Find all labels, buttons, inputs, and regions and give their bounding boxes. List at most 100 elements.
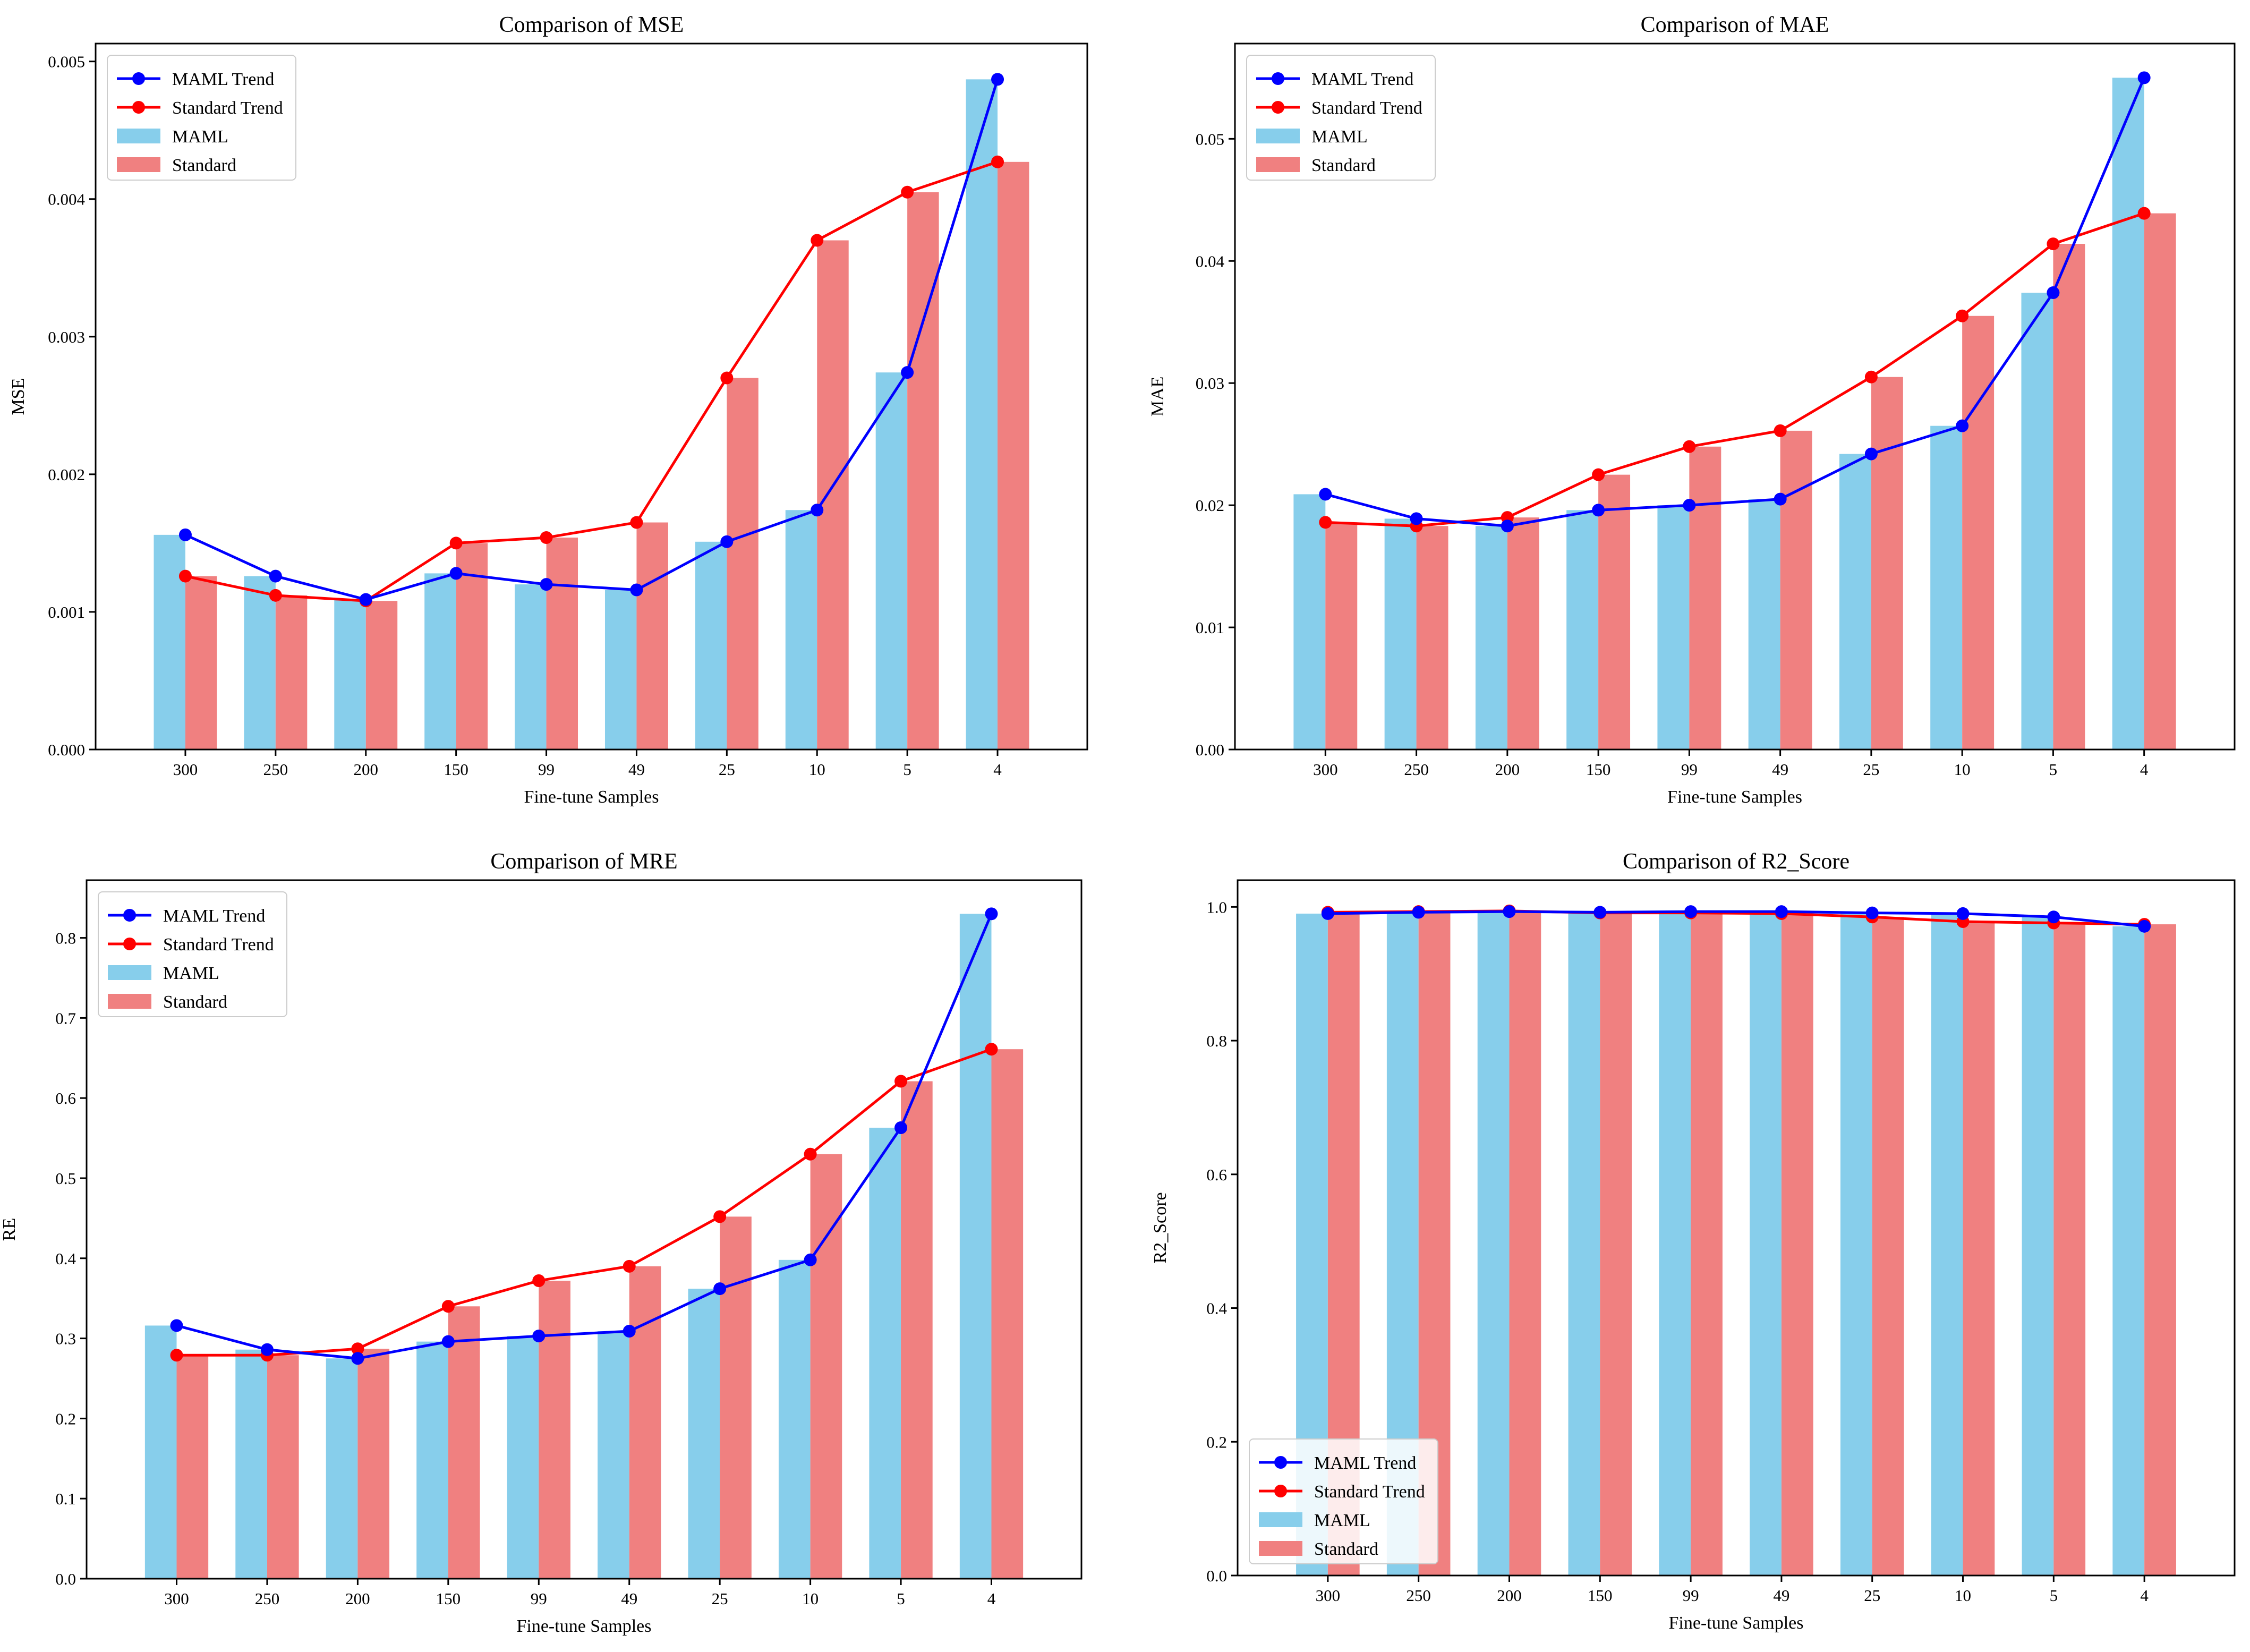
y-tick-label: 0.003 <box>48 328 85 346</box>
standard-bar-300 <box>1325 522 1358 750</box>
plot-frame <box>95 42 1088 751</box>
y-tick-label: 0.8 <box>55 929 76 948</box>
legend: MAML Trend Standard Trend MAML Standard <box>1246 55 1436 181</box>
standard-trend-point-150 <box>449 537 463 550</box>
standard-trend-point-150 <box>1592 468 1605 481</box>
maml-trend-point-99 <box>1684 905 1698 918</box>
standard-trend-point-4 <box>985 1043 998 1056</box>
y-tick-label: 0.5 <box>55 1169 76 1188</box>
maml-trend-point-10 <box>1956 907 1970 920</box>
legend-standard-trend-marker <box>1272 101 1284 114</box>
standard-trend-point-49 <box>630 516 643 529</box>
maml-trend-point-150 <box>1593 906 1607 919</box>
standard-bar-99 <box>1691 913 1723 1576</box>
legend-standard-trend-label: Standard Trend <box>1311 98 1422 118</box>
x-tick-label: 150 <box>1586 760 1611 779</box>
legend-maml-trend-marker <box>132 72 145 85</box>
maml-trend-point-10 <box>811 504 824 517</box>
legend-maml-trend-marker <box>1274 1456 1287 1469</box>
maml-bar-300 <box>1293 494 1326 750</box>
legend-maml-trend-label: MAML Trend <box>163 906 265 926</box>
legend: MAML Trend Standard Trend MAML Standard <box>98 891 287 1017</box>
x-tick-label: 5 <box>2050 1586 2058 1605</box>
plot-frame <box>1237 879 2236 1577</box>
y-tick-label: 1.0 <box>1206 898 1227 916</box>
maml-trend-point-4 <box>2138 919 2151 933</box>
maml-bar-49 <box>1750 912 1782 1576</box>
y-tick-label: 0.001 <box>48 603 85 621</box>
legend-standard-swatch <box>1259 1541 1302 1556</box>
legend-standard-trend-marker <box>123 938 136 950</box>
standard-bar-49 <box>1781 913 1813 1576</box>
plot-frame <box>86 879 1083 1580</box>
maml-bar-4 <box>966 79 998 750</box>
standard-bar-25 <box>727 378 758 750</box>
standard-bar-5 <box>2053 244 2085 750</box>
standard-trend-point-5 <box>901 185 914 199</box>
x-axis-label: Fine-tune Samples <box>1668 1613 1803 1633</box>
legend-standard-trend: Standard Trend <box>1256 98 1422 118</box>
x-tick-label: 4 <box>987 1589 996 1608</box>
legend-standard-label: Standard <box>1311 156 1376 175</box>
x-tick-label: 200 <box>1497 1586 1522 1605</box>
standard-trend-point-5 <box>2047 237 2060 251</box>
maml-trend-point-49 <box>623 1325 636 1338</box>
legend-maml-trend: MAML Trend <box>108 906 265 926</box>
y-axis-label: MAE <box>1148 377 1167 417</box>
maml-trend-point-10 <box>1956 419 1969 432</box>
standard-bar-200 <box>365 601 398 750</box>
x-tick-label: 49 <box>628 760 645 779</box>
x-tick-label: 250 <box>263 760 288 779</box>
maml-trend-point-250 <box>260 1343 274 1356</box>
y-tick-label: 0.02 <box>1196 496 1224 515</box>
standard-trend-line <box>185 160 998 602</box>
y-tick-label: 0.00 <box>1196 740 1224 759</box>
y-axis-label: MSE <box>8 378 28 415</box>
standard-trend-point-99 <box>1683 440 1696 453</box>
y-axis-label: R2_Score <box>1150 1192 1170 1263</box>
standard-bar-250 <box>267 1355 299 1579</box>
maml-bar-200 <box>1475 526 1507 750</box>
maml-trend-point-150 <box>1592 504 1605 517</box>
standard-bar-5 <box>2053 923 2086 1576</box>
maml-trend-point-99 <box>1683 499 1696 512</box>
standard-bar-99 <box>1689 446 1721 750</box>
maml-trend-point-200 <box>1503 905 1516 918</box>
legend-standard-label: Standard <box>172 156 236 175</box>
legend-standard-trend: Standard Trend <box>117 98 283 118</box>
standard-bar-49 <box>1780 430 1812 750</box>
legend-standard: Standard <box>117 156 236 175</box>
chart-1: 0.000 0.001 0.002 0.003 0.004 0.005 300 250 200 1… <box>8 13 1088 807</box>
maml-bar-10 <box>1930 425 1963 750</box>
standard-bar-5 <box>907 192 939 750</box>
maml-bar-10 <box>785 510 817 750</box>
maml-trend-point-200 <box>351 1352 364 1365</box>
chart-title: Comparison of R2_Score <box>1623 849 1850 874</box>
legend-maml-trend: MAML Trend <box>117 70 274 89</box>
maml-bar-25 <box>688 1289 720 1579</box>
x-tick-label: 300 <box>173 760 198 779</box>
maml-trend-point-150 <box>441 1335 455 1348</box>
standard-bar-10 <box>817 240 849 750</box>
standard-trend-point-10 <box>804 1147 817 1161</box>
maml-bar-200 <box>326 1358 358 1579</box>
legend-box <box>1246 55 1436 181</box>
x-tick-label: 5 <box>897 1589 905 1608</box>
maml-bar-10 <box>1931 913 1963 1576</box>
chart-title: Comparison of MSE <box>499 13 684 37</box>
legend-standard-trend-label: Standard Trend <box>163 935 274 955</box>
y-tick-label: 0.8 <box>1206 1032 1227 1050</box>
maml-bar-49 <box>598 1331 629 1579</box>
x-tick-label: 10 <box>809 760 825 779</box>
legend-maml-trend-marker <box>1272 72 1284 85</box>
maml-trend-point-300 <box>1321 907 1334 920</box>
standard-trend-point-10 <box>1956 309 1969 322</box>
x-tick-label: 99 <box>1681 760 1698 779</box>
maml-trend-point-5 <box>2047 286 2060 300</box>
legend: MAML Trend Standard Trend MAML Standard <box>107 55 296 181</box>
maml-bar-5 <box>875 372 908 750</box>
x-tick-label: 300 <box>1316 1586 1341 1605</box>
maml-bar-150 <box>416 1341 448 1579</box>
legend-maml-trend-label: MAML Trend <box>1314 1453 1416 1473</box>
